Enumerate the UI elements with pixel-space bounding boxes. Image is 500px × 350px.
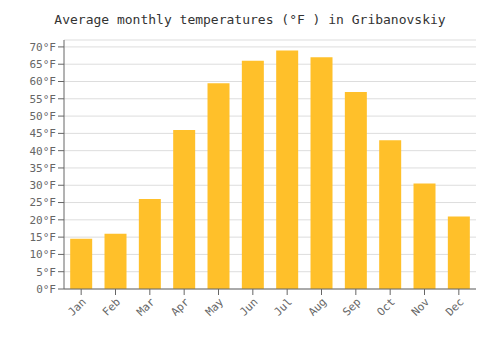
- svg-text:0°F: 0°F: [36, 283, 56, 296]
- svg-text:60°F: 60°F: [30, 75, 57, 88]
- svg-text:Mar: Mar: [134, 295, 158, 319]
- svg-text:Jul: Jul: [272, 295, 295, 318]
- svg-text:Apr: Apr: [169, 295, 193, 319]
- svg-text:Aug: Aug: [306, 295, 329, 318]
- svg-text:Jun: Jun: [237, 295, 260, 318]
- svg-text:30°F: 30°F: [30, 179, 57, 192]
- svg-text:40°F: 40°F: [30, 145, 57, 158]
- svg-text:45°F: 45°F: [30, 127, 57, 140]
- svg-text:55°F: 55°F: [30, 93, 57, 106]
- svg-text:25°F: 25°F: [30, 196, 57, 209]
- svg-text:70°F: 70°F: [30, 41, 57, 54]
- svg-text:10°F: 10°F: [30, 248, 57, 261]
- svg-text:May: May: [203, 295, 227, 319]
- svg-text:Sep: Sep: [340, 295, 363, 318]
- svg-text:Nov: Nov: [409, 295, 433, 319]
- html-text:Average monthly temperatures (: Average monthly temperatures (°F ) in Gr…: [54, 12, 446, 27]
- svg-text:Oct: Oct: [375, 295, 398, 318]
- svg-text:15°F: 15°F: [30, 231, 57, 244]
- svg-text:Jan: Jan: [66, 295, 89, 318]
- svg-text:35°F: 35°F: [30, 162, 57, 175]
- svg-text:Feb: Feb: [100, 295, 123, 318]
- svg-text:5°F: 5°F: [36, 266, 56, 279]
- svg-text:20°F: 20°F: [30, 214, 57, 227]
- svg-text:65°F: 65°F: [30, 58, 57, 71]
- svg-text:Dec: Dec: [443, 295, 466, 318]
- svg-text:50°F: 50°F: [30, 110, 57, 123]
